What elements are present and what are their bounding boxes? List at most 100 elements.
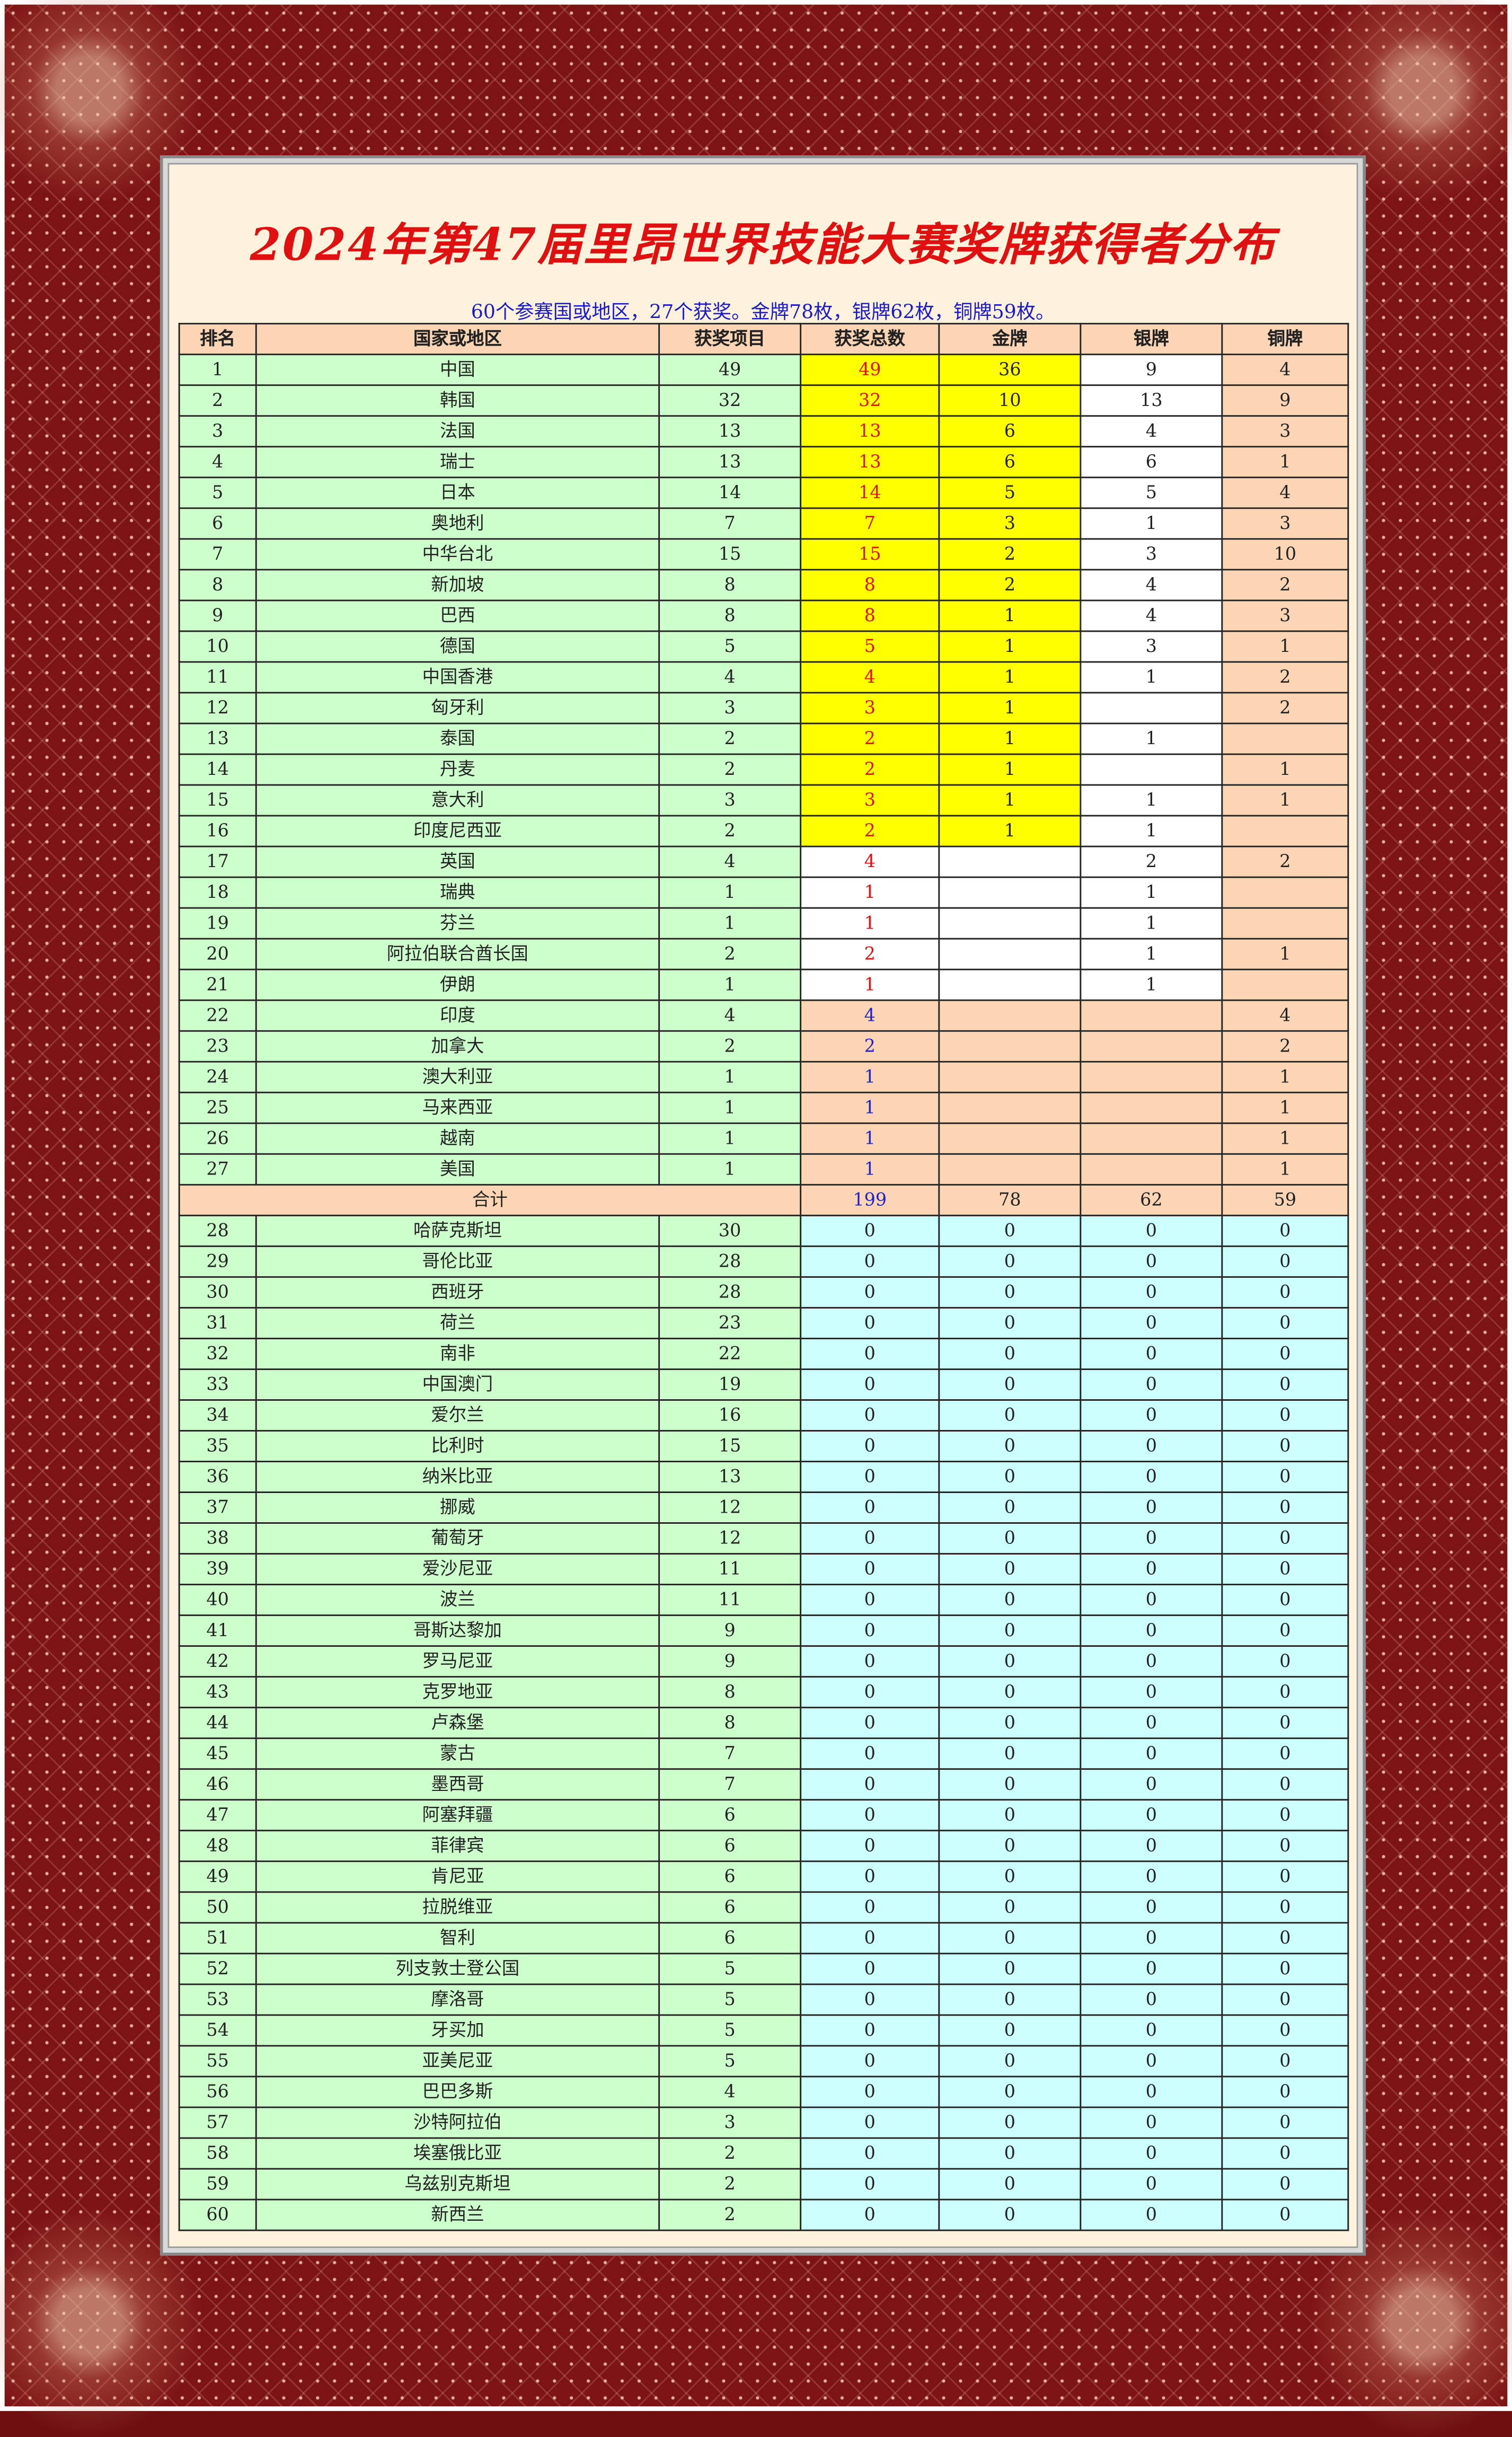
table-row: 11 中国香港 4 4 1 1 2 [178,661,1349,694]
country-cell: 智利 [255,1922,660,1955]
country-cell: 挪威 [255,1491,660,1524]
bronze-cell: 0 [1221,1399,1349,1432]
country-cell: 奥地利 [255,507,660,540]
country-cell: 意大利 [255,784,660,817]
gold-cell: 0 [938,1891,1082,1924]
silver-cell: 4 [1080,415,1223,448]
bronze-cell: 1 [1221,1061,1349,1093]
table-row: 20 阿拉伯联合酋长国 2 2 1 1 [178,938,1349,970]
silver-cell: 0 [1080,2076,1223,2108]
country-cell: 德国 [255,630,660,663]
bronze-cell [1221,722,1349,755]
silver-cell: 0 [1080,1830,1223,1862]
total-value: 78 [938,1184,1082,1216]
gold-cell: 0 [938,1245,1082,1278]
total-cell: 0 [800,1799,940,1832]
silver-cell: 1 [1080,907,1223,940]
country-cell: 日本 [255,476,660,509]
silver-cell: 1 [1080,815,1223,847]
silver-cell: 1 [1080,876,1223,909]
rank-cell: 32 [178,1337,257,1370]
items-cell: 7 [658,1737,802,1770]
total-cell: 0 [800,1584,940,1617]
total-cell: 5 [800,630,940,663]
total-cell: 1 [800,907,940,940]
gold-cell: 1 [938,692,1082,725]
rank-cell: 10 [178,630,257,663]
total-cell: 15 [800,538,940,571]
total-cell: 1 [800,1122,940,1155]
rank-cell: 21 [178,968,257,1001]
country-cell: 西班牙 [255,1276,660,1309]
bronze-cell: 0 [1221,1368,1349,1401]
country-cell: 法国 [255,415,660,448]
total-cell: 0 [800,1922,940,1955]
silver-cell: 0 [1080,2045,1223,2078]
rank-cell: 1 [178,354,257,386]
total-cell: 3 [800,692,940,725]
country-cell: 阿拉伯联合酋长国 [255,938,660,970]
country-cell: 英国 [255,845,660,878]
rank-cell: 9 [178,599,257,632]
items-cell: 5 [658,2014,802,2047]
gold-cell: 0 [938,1983,1082,2016]
gold-cell: 0 [938,2045,1082,2078]
bronze-cell: 1 [1221,1153,1349,1186]
gold-cell: 0 [938,1461,1082,1493]
total-cell: 1 [800,876,940,909]
bronze-cell [1221,815,1349,847]
total-cell: 0 [800,2045,940,2078]
items-cell: 4 [658,999,802,1032]
table-row: 30 西班牙 28 0 0 0 0 [178,1276,1349,1309]
items-cell: 3 [658,2106,802,2139]
total-cell: 4 [800,845,940,878]
table-row: 5 日本 14 14 5 5 4 [178,476,1349,509]
items-cell: 5 [658,2045,802,2078]
rank-cell: 58 [178,2137,257,2170]
country-cell: 美国 [255,1153,660,1186]
total-cell: 0 [800,1707,940,1740]
table-row: 51 智利 6 0 0 0 0 [178,1922,1349,1955]
gold-cell: 0 [938,1337,1082,1370]
total-value: 59 [1221,1184,1349,1216]
items-cell: 12 [658,1491,802,1524]
silver-cell [1080,1091,1223,1124]
items-cell: 3 [658,784,802,817]
table-row: 合计 199 78 62 59 [178,1184,1349,1216]
country-cell: 荷兰 [255,1306,660,1339]
items-cell: 8 [658,569,802,602]
gold-cell: 0 [938,1860,1082,1893]
items-cell: 7 [658,1768,802,1801]
rank-cell: 51 [178,1922,257,1955]
table-row: 排名 国家或地区 获奖项目 获奖总数 金牌 银牌 铜牌 [178,323,1349,356]
items-cell: 1 [658,876,802,909]
items-cell: 6 [658,1830,802,1862]
items-cell: 2 [658,815,802,847]
items-cell: 6 [658,1860,802,1893]
rank-cell: 42 [178,1645,257,1678]
total-cell: 32 [800,384,940,417]
bronze-cell: 2 [1221,1030,1349,1063]
table-row: 48 菲律宾 6 0 0 0 0 [178,1830,1349,1862]
total-cell: 2 [800,753,940,786]
bronze-cell: 1 [1221,1091,1349,1124]
total-cell: 7 [800,507,940,540]
rank-cell: 15 [178,784,257,817]
total-cell: 0 [800,1399,940,1432]
country-cell: 丹麦 [255,753,660,786]
total-cell: 13 [800,446,940,479]
silver-cell: 0 [1080,2168,1223,2201]
silver-cell [1080,1122,1223,1155]
bronze-cell: 3 [1221,507,1349,540]
table-row: 25 马来西亚 1 1 1 [178,1091,1349,1124]
rank-cell: 38 [178,1522,257,1555]
header-cell: 银牌 [1080,323,1223,356]
gold-cell: 0 [938,1399,1082,1432]
rank-cell: 31 [178,1306,257,1339]
items-cell: 1 [658,1091,802,1124]
total-cell: 0 [800,2198,940,2231]
total-cell: 0 [800,2014,940,2047]
table-row: 24 澳大利亚 1 1 1 [178,1061,1349,1093]
items-cell: 6 [658,1799,802,1832]
